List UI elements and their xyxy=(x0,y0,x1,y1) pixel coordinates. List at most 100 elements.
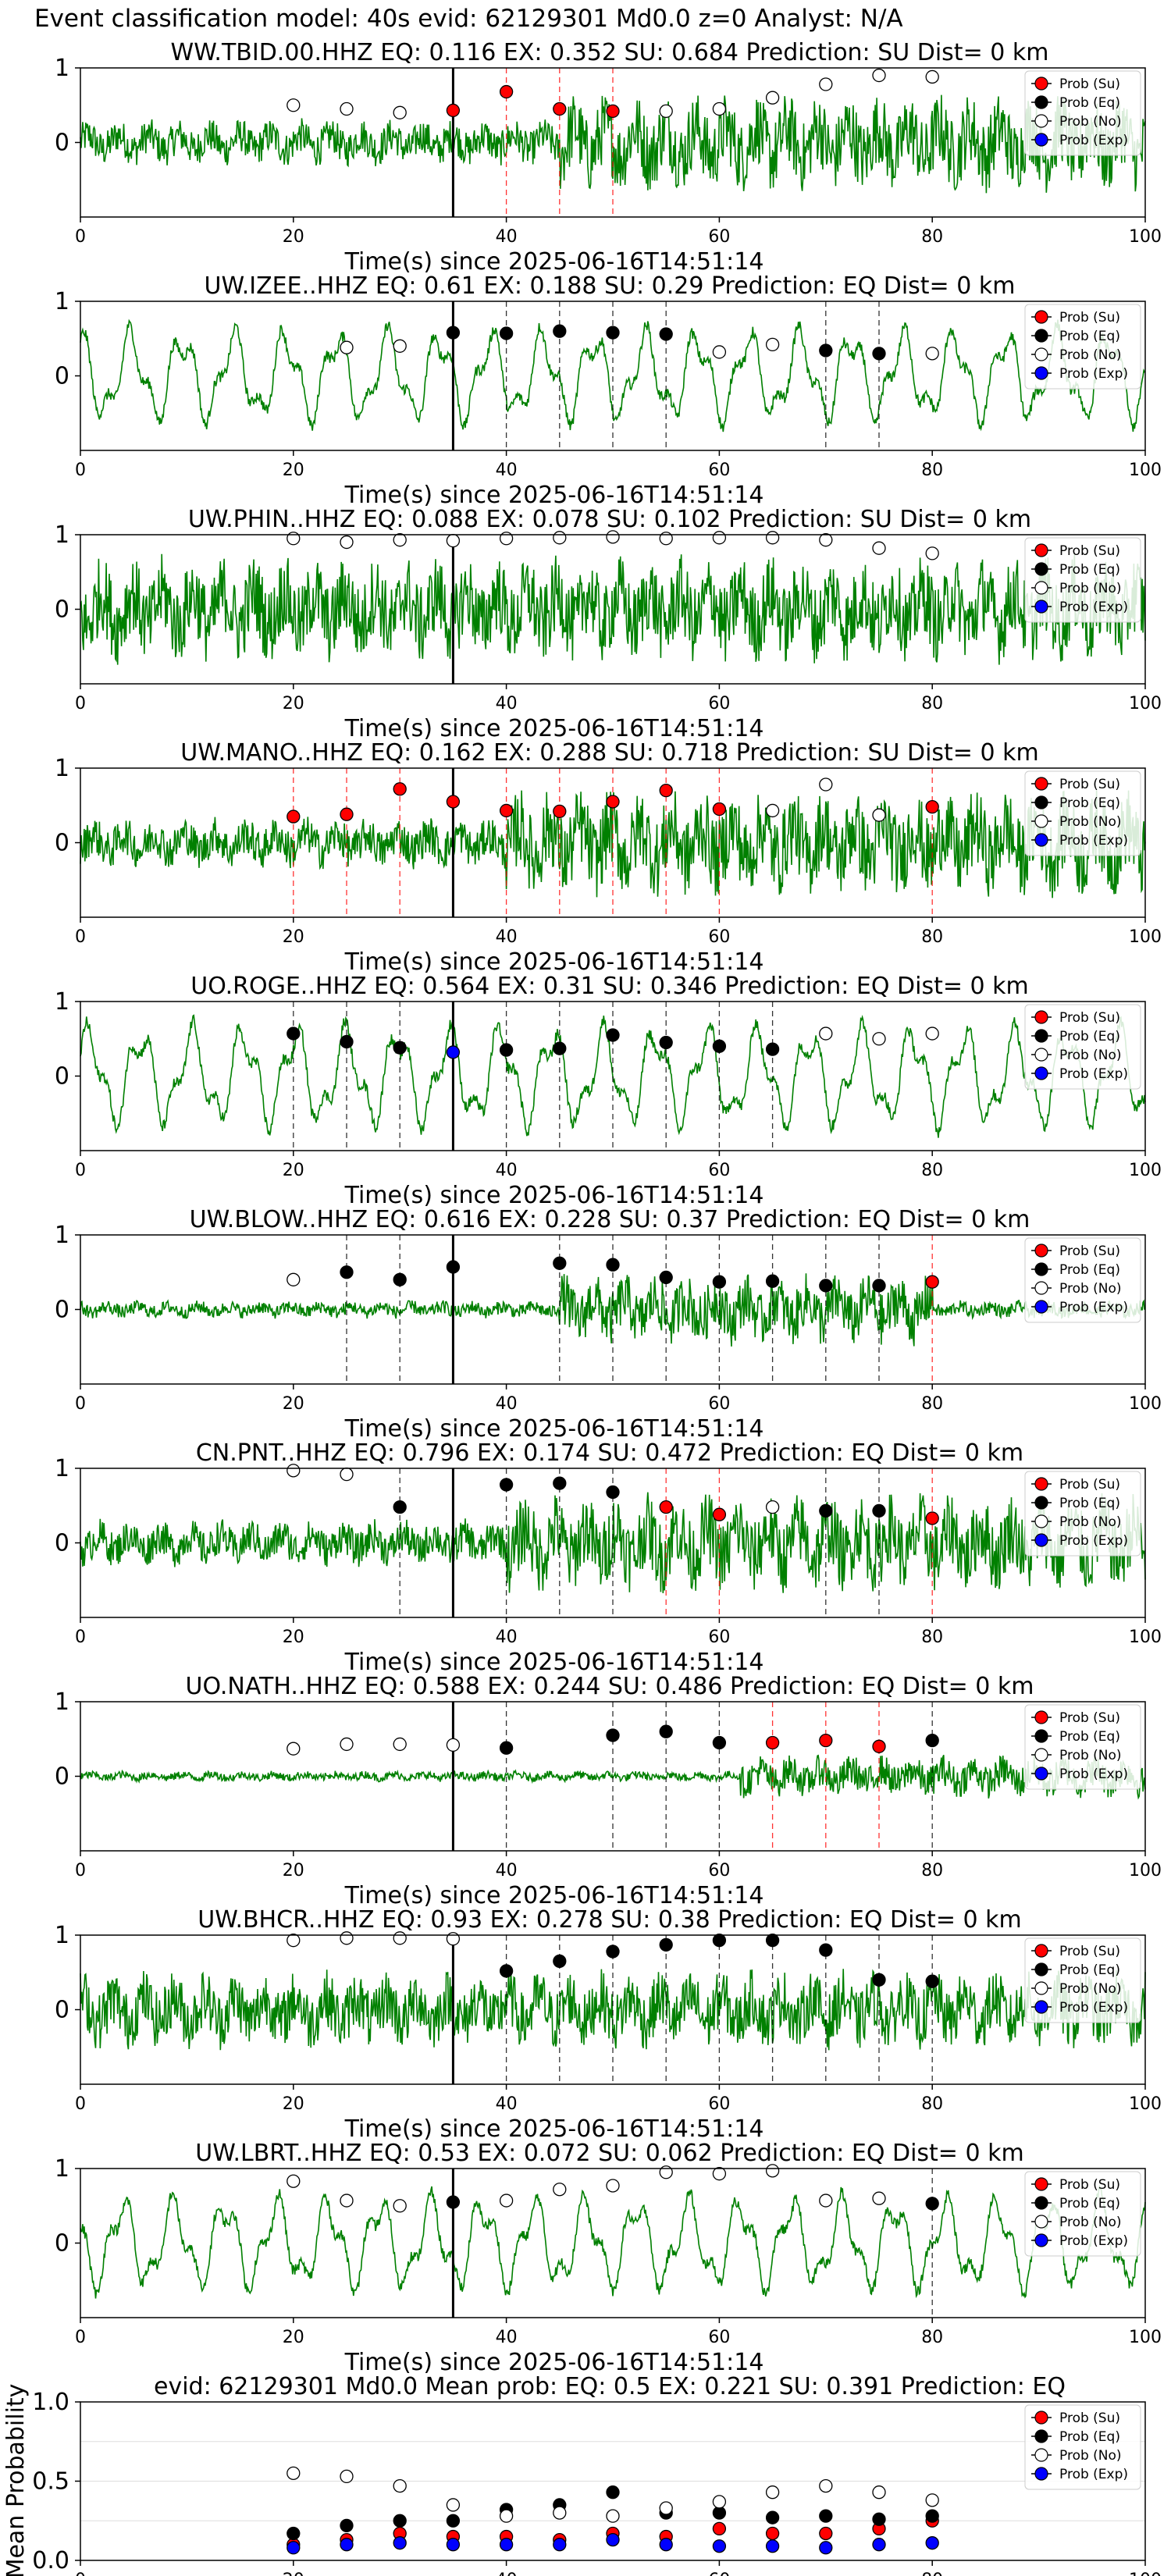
y-tick-label: 1 xyxy=(55,1688,69,1716)
prob-marker-eq xyxy=(606,1944,620,1959)
y-tick-label: 0.5 xyxy=(32,2468,69,2496)
prob-marker-eq xyxy=(765,1274,780,1288)
x-tick-label: 60 xyxy=(708,2571,730,2576)
legend-label-prob-su: Prob (Su) xyxy=(1059,2177,1120,2193)
prob-marker-eq xyxy=(659,1035,673,1050)
legend-marker-prob-su xyxy=(1034,310,1048,324)
y-tick-label: 0 xyxy=(55,1530,69,1557)
prob-marker-no xyxy=(712,2167,727,2181)
legend-label-prob-su: Prob (Su) xyxy=(1059,310,1120,326)
y-tick-label: 1.0 xyxy=(32,2389,69,2416)
panel-title: UW.IZEE..HHZ EQ: 0.61 EX: 0.188 SU: 0.29… xyxy=(205,272,1016,300)
prob-marker-eq xyxy=(872,1279,886,1293)
y-tick-label: 0 xyxy=(55,2230,69,2258)
legend-marker-prob-su xyxy=(1034,2177,1048,2191)
legend-label-prob-exp: Prob (Exp) xyxy=(1059,1533,1128,1549)
prob-marker-su xyxy=(499,803,514,818)
prob-marker-eq xyxy=(819,343,833,358)
legend-label-prob-no: Prob (No) xyxy=(1059,347,1122,363)
chart-panel-7: CN.PNT..HHZ EQ: 0.796 EX: 0.174 SU: 0.47… xyxy=(55,1439,1162,1676)
x-tick-label: 40 xyxy=(496,1861,518,1880)
prob-marker-eq xyxy=(499,1478,514,1492)
prob-marker-no xyxy=(553,2183,567,2197)
prob-marker-no xyxy=(287,1464,301,1478)
prob-marker-eq xyxy=(340,1034,354,1049)
prob-marker-no xyxy=(819,777,833,792)
legend-marker-prob-no xyxy=(1034,1048,1048,1062)
legend-marker-prob-exp xyxy=(1034,600,1048,614)
x-tick-label: 20 xyxy=(283,1628,304,1647)
prob-marker-eq xyxy=(872,347,886,361)
prob-marker-no xyxy=(340,535,354,550)
prob-marker-no xyxy=(446,1932,461,1946)
legend-label-prob-eq: Prob (Eq) xyxy=(1059,562,1120,578)
x-tick-label: 100 xyxy=(1129,1161,1162,1180)
prob-marker-no xyxy=(287,1934,301,1948)
legend-label-prob-no: Prob (No) xyxy=(1059,1048,1122,1063)
prob-marker-no xyxy=(287,2174,301,2188)
legend-label-prob-eq: Prob (Eq) xyxy=(1059,795,1120,811)
legend-label-prob-su: Prob (Su) xyxy=(1059,543,1120,559)
chart-panel-4: UW.MANO..HHZ EQ: 0.162 EX: 0.288 SU: 0.7… xyxy=(55,739,1162,976)
prob-marker-no xyxy=(393,2199,407,2213)
x-tick-label: 40 xyxy=(496,2571,518,2576)
legend-marker-prob-eq xyxy=(1034,95,1048,109)
x-tick-label: 40 xyxy=(496,2094,518,2114)
prob-marker-no xyxy=(659,2165,673,2179)
chart-panel-10: UW.LBRT..HHZ EQ: 0.53 EX: 0.072 SU: 0.06… xyxy=(55,2140,1162,2376)
prob-marker-no xyxy=(606,530,620,544)
prob-marker-eq xyxy=(872,1973,886,1987)
legend-label-prob-exp: Prob (Exp) xyxy=(1059,2233,1128,2249)
y-tick-label: 1 xyxy=(55,288,69,315)
prob-marker-eq xyxy=(659,327,673,341)
x-axis-label: Time(s) since 2025-06-16T14:51:14 xyxy=(344,1182,764,1209)
prob-marker-su xyxy=(872,1739,886,1753)
prob-marker-no xyxy=(925,1026,939,1041)
mean-marker-prob-su xyxy=(765,2526,780,2541)
legend-box xyxy=(1024,1004,1141,1090)
mean-marker-prob-exp xyxy=(872,2538,886,2552)
legend-label-prob-eq: Prob (Eq) xyxy=(1059,1029,1120,1044)
prob-marker-no xyxy=(712,531,727,545)
prob-marker-no xyxy=(872,1032,886,1046)
prob-marker-eq xyxy=(765,1042,780,1056)
y-tick-label: 0 xyxy=(55,830,69,857)
legend-box xyxy=(1024,2404,1141,2490)
mean-marker-prob-no xyxy=(659,2501,673,2515)
panel-title: WW.TBID.00.HHZ EQ: 0.116 EX: 0.352 SU: 0… xyxy=(171,39,1049,66)
waveform-trace xyxy=(80,94,1146,194)
legend-label-prob-su: Prob (Su) xyxy=(1059,1710,1120,1726)
legend-label-prob-exp: Prob (Exp) xyxy=(1059,133,1128,148)
legend-marker-prob-exp xyxy=(1034,366,1048,380)
y-tick-label: 0.0 xyxy=(32,2547,69,2574)
legend-label-prob-no: Prob (No) xyxy=(1059,1981,1122,1997)
prob-marker-no xyxy=(340,2194,354,2208)
y-tick-label: 0 xyxy=(55,1997,69,2024)
y-tick-label: 1 xyxy=(55,988,69,1016)
prob-marker-no xyxy=(819,533,833,547)
x-axis-label: Time(s) since 2025-06-16T14:51:14 xyxy=(344,948,764,976)
waveform-trace xyxy=(80,2184,1146,2299)
prob-marker-no xyxy=(340,340,354,354)
x-tick-label: 20 xyxy=(283,927,304,947)
legend-label-prob-eq: Prob (Eq) xyxy=(1059,2429,1120,2445)
prob-marker-no xyxy=(765,91,780,105)
prob-marker-no xyxy=(712,101,727,116)
prob-marker-eq xyxy=(499,1964,514,1978)
prob-marker-no xyxy=(925,69,939,84)
panel-title: UW.BLOW..HHZ EQ: 0.616 EX: 0.228 SU: 0.3… xyxy=(190,1206,1030,1233)
x-tick-label: 100 xyxy=(1129,2571,1162,2576)
prob-marker-no xyxy=(765,531,780,545)
legend-box xyxy=(1024,1937,1141,2023)
prob-marker-su xyxy=(925,800,939,814)
waveform-trace xyxy=(80,553,1146,665)
x-tick-label: 80 xyxy=(921,2328,943,2347)
prob-marker-no xyxy=(765,1500,780,1514)
legend-marker-prob-eq xyxy=(1034,329,1048,343)
x-tick-label: 60 xyxy=(708,1628,730,1647)
x-tick-label: 100 xyxy=(1129,2094,1162,2114)
legend-marker-prob-su xyxy=(1034,543,1048,557)
mean-marker-prob-su xyxy=(819,2526,833,2541)
legend-label-prob-su: Prob (Su) xyxy=(1059,777,1120,792)
x-tick-label: 100 xyxy=(1129,1394,1162,1414)
